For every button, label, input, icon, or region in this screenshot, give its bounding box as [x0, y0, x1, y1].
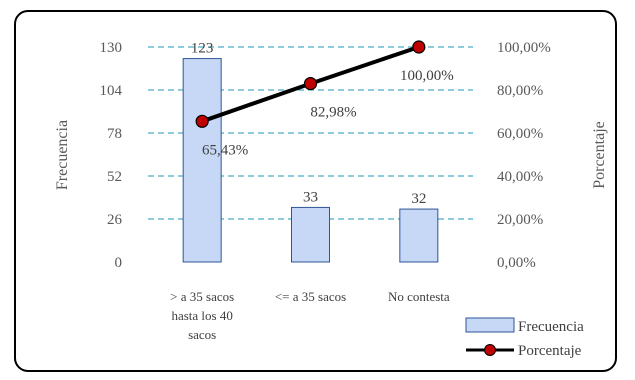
- legend-label-bar: Frecuencia: [518, 319, 584, 335]
- x-tick-label: sacos: [188, 327, 216, 342]
- x-tick-label: No contesta: [388, 289, 450, 304]
- x-tick-label: hasta los 40: [171, 308, 232, 323]
- line-point: [195, 114, 209, 128]
- line-point: [412, 40, 426, 54]
- bar-data-label: 123: [191, 41, 214, 57]
- line-data-label: 82,98%: [310, 105, 356, 121]
- legend-swatch-bar: [465, 317, 515, 333]
- y2-tick-label: 0,00%: [497, 255, 536, 271]
- y-tick-label: 52: [107, 169, 122, 185]
- legend-label-line: Porcentaje: [518, 343, 582, 359]
- y-tick-label: 104: [100, 83, 123, 99]
- line-point: [303, 76, 318, 91]
- y2-tick-label: 80,00%: [497, 83, 543, 99]
- bar: [182, 58, 222, 263]
- y2-tick-label: 60,00%: [497, 126, 543, 142]
- bar: [399, 208, 439, 263]
- line-data-label: 65,43%: [202, 142, 248, 158]
- bar-data-label: 33: [303, 189, 318, 205]
- legend-swatch-marker: [484, 344, 496, 356]
- y-tick-label: 26: [107, 212, 123, 228]
- x-tick-label: > a 35 sacos: [170, 289, 234, 304]
- bar-data-label: 32: [411, 191, 426, 207]
- line-data-label: 100,00%: [400, 68, 454, 84]
- y2-axis-title: Porcentaje: [591, 121, 608, 189]
- y-tick-label: 78: [107, 126, 122, 142]
- y2-tick-label: 40,00%: [497, 169, 543, 185]
- bar: [291, 206, 330, 263]
- y-tick-label: 0: [115, 255, 123, 271]
- x-tick-label: <= a 35 sacos: [275, 289, 346, 304]
- chart-frame: [14, 10, 617, 372]
- y-tick-label: 130: [100, 40, 123, 56]
- y2-tick-label: 100,00%: [497, 40, 551, 56]
- y2-tick-label: 20,00%: [497, 212, 543, 228]
- y-axis-title: Frecuencia: [54, 120, 71, 190]
